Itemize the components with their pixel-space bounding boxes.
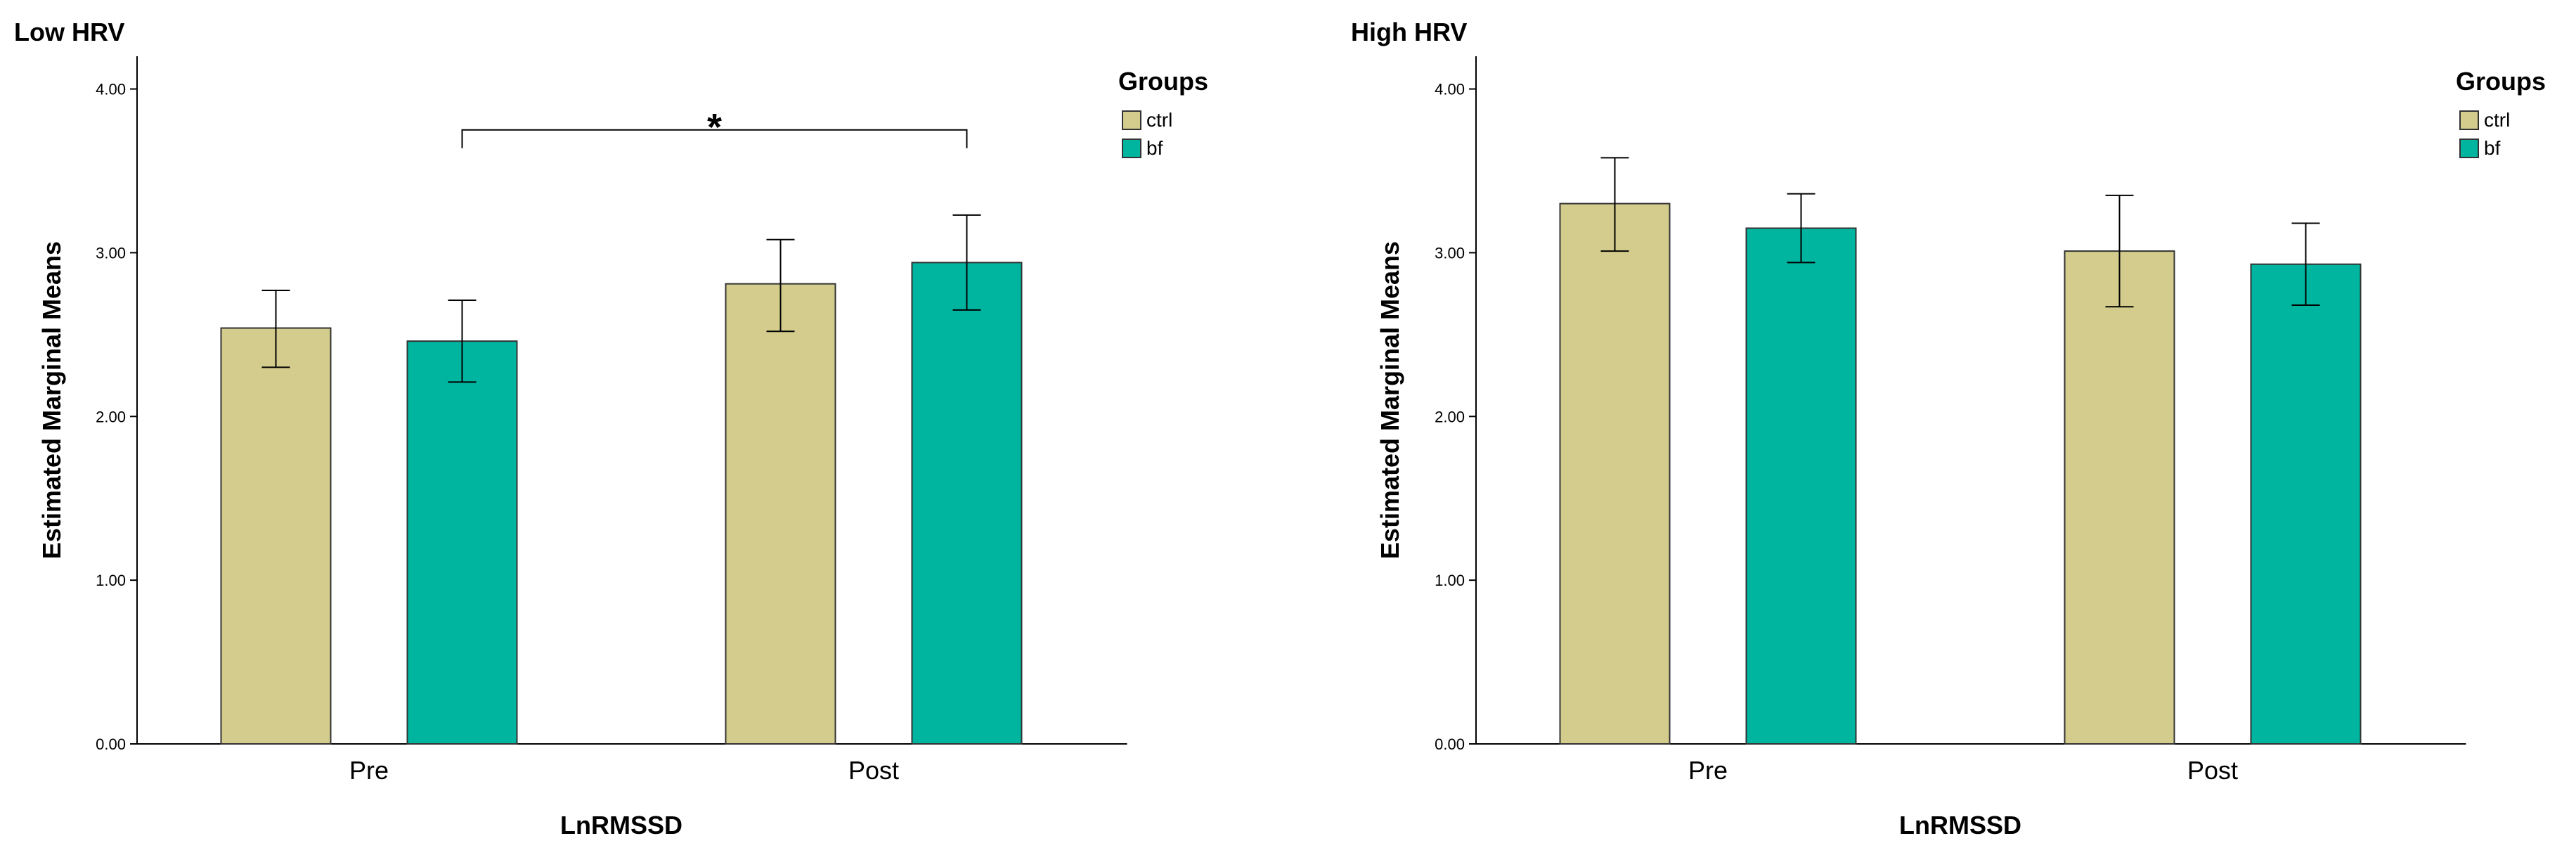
- legend-swatch-bf: [1122, 139, 1141, 158]
- legend-label-bf: bf: [2484, 137, 2501, 159]
- legend-swatch-ctrl: [1122, 110, 1141, 130]
- chart-panel-2: High HRV 0.00 1.00 2.00 3.00 4.00 Estimated Ma…: [1351, 18, 2546, 840]
- significance-star: *: [707, 106, 722, 148]
- bar-bf-pre: [1745, 227, 1857, 745]
- chart-panel-1: Low HRV 0.00 1.00 2.00 3.00 4.00 Estimated Mar…: [14, 18, 1208, 840]
- x-axis-label: LnRMSSD: [560, 811, 682, 840]
- legend-label-ctrl: ctrl: [1146, 109, 1172, 131]
- y-tick-label: 3.00: [96, 244, 126, 262]
- bar-bf-post: [911, 262, 1023, 745]
- legend-swatch-bf: [2459, 139, 2479, 158]
- bar-ctrl-post: [725, 283, 836, 745]
- y-axis-label: Estimated Marginal Means: [1376, 241, 1404, 559]
- legend-title: Groups: [2456, 67, 2546, 96]
- y-tick-label: 4.00: [96, 81, 126, 98]
- bar-ctrl-post: [2064, 250, 2175, 745]
- bar-bf-pre: [406, 340, 518, 745]
- legend-label-ctrl: ctrl: [2484, 109, 2510, 131]
- legend-title: Groups: [1118, 67, 1208, 96]
- panel-title: High HRV: [1351, 18, 1467, 46]
- y-tick-label: 1.00: [1435, 572, 1465, 589]
- y-tick-label: 2.00: [96, 408, 126, 425]
- panel-title: Low HRV: [14, 18, 124, 46]
- x-axis-label: LnRMSSD: [1899, 811, 2021, 840]
- legend-label-bf: bf: [1146, 137, 1163, 159]
- bar-ctrl-pre: [1559, 202, 1671, 745]
- y-tick-label: 0.00: [96, 735, 126, 753]
- x-tick-label: Post: [2187, 756, 2238, 785]
- x-tick-label: Post: [848, 756, 899, 785]
- y-tick-label: 2.00: [1435, 408, 1465, 425]
- legend-swatch-ctrl: [2459, 110, 2479, 130]
- x-tick-label: Pre: [349, 756, 389, 785]
- y-tick-label: 1.00: [96, 572, 126, 589]
- bar-bf-post: [2250, 263, 2362, 745]
- bar-ctrl-pre: [220, 327, 332, 745]
- y-tick-label: 4.00: [1435, 81, 1465, 98]
- significance-bracket: [461, 129, 968, 148]
- y-tick-label: 0.00: [1435, 735, 1465, 753]
- y-axis-label: Estimated Marginal Means: [37, 241, 66, 559]
- y-tick-label: 3.00: [1435, 244, 1465, 262]
- x-tick-label: Pre: [1688, 756, 1728, 785]
